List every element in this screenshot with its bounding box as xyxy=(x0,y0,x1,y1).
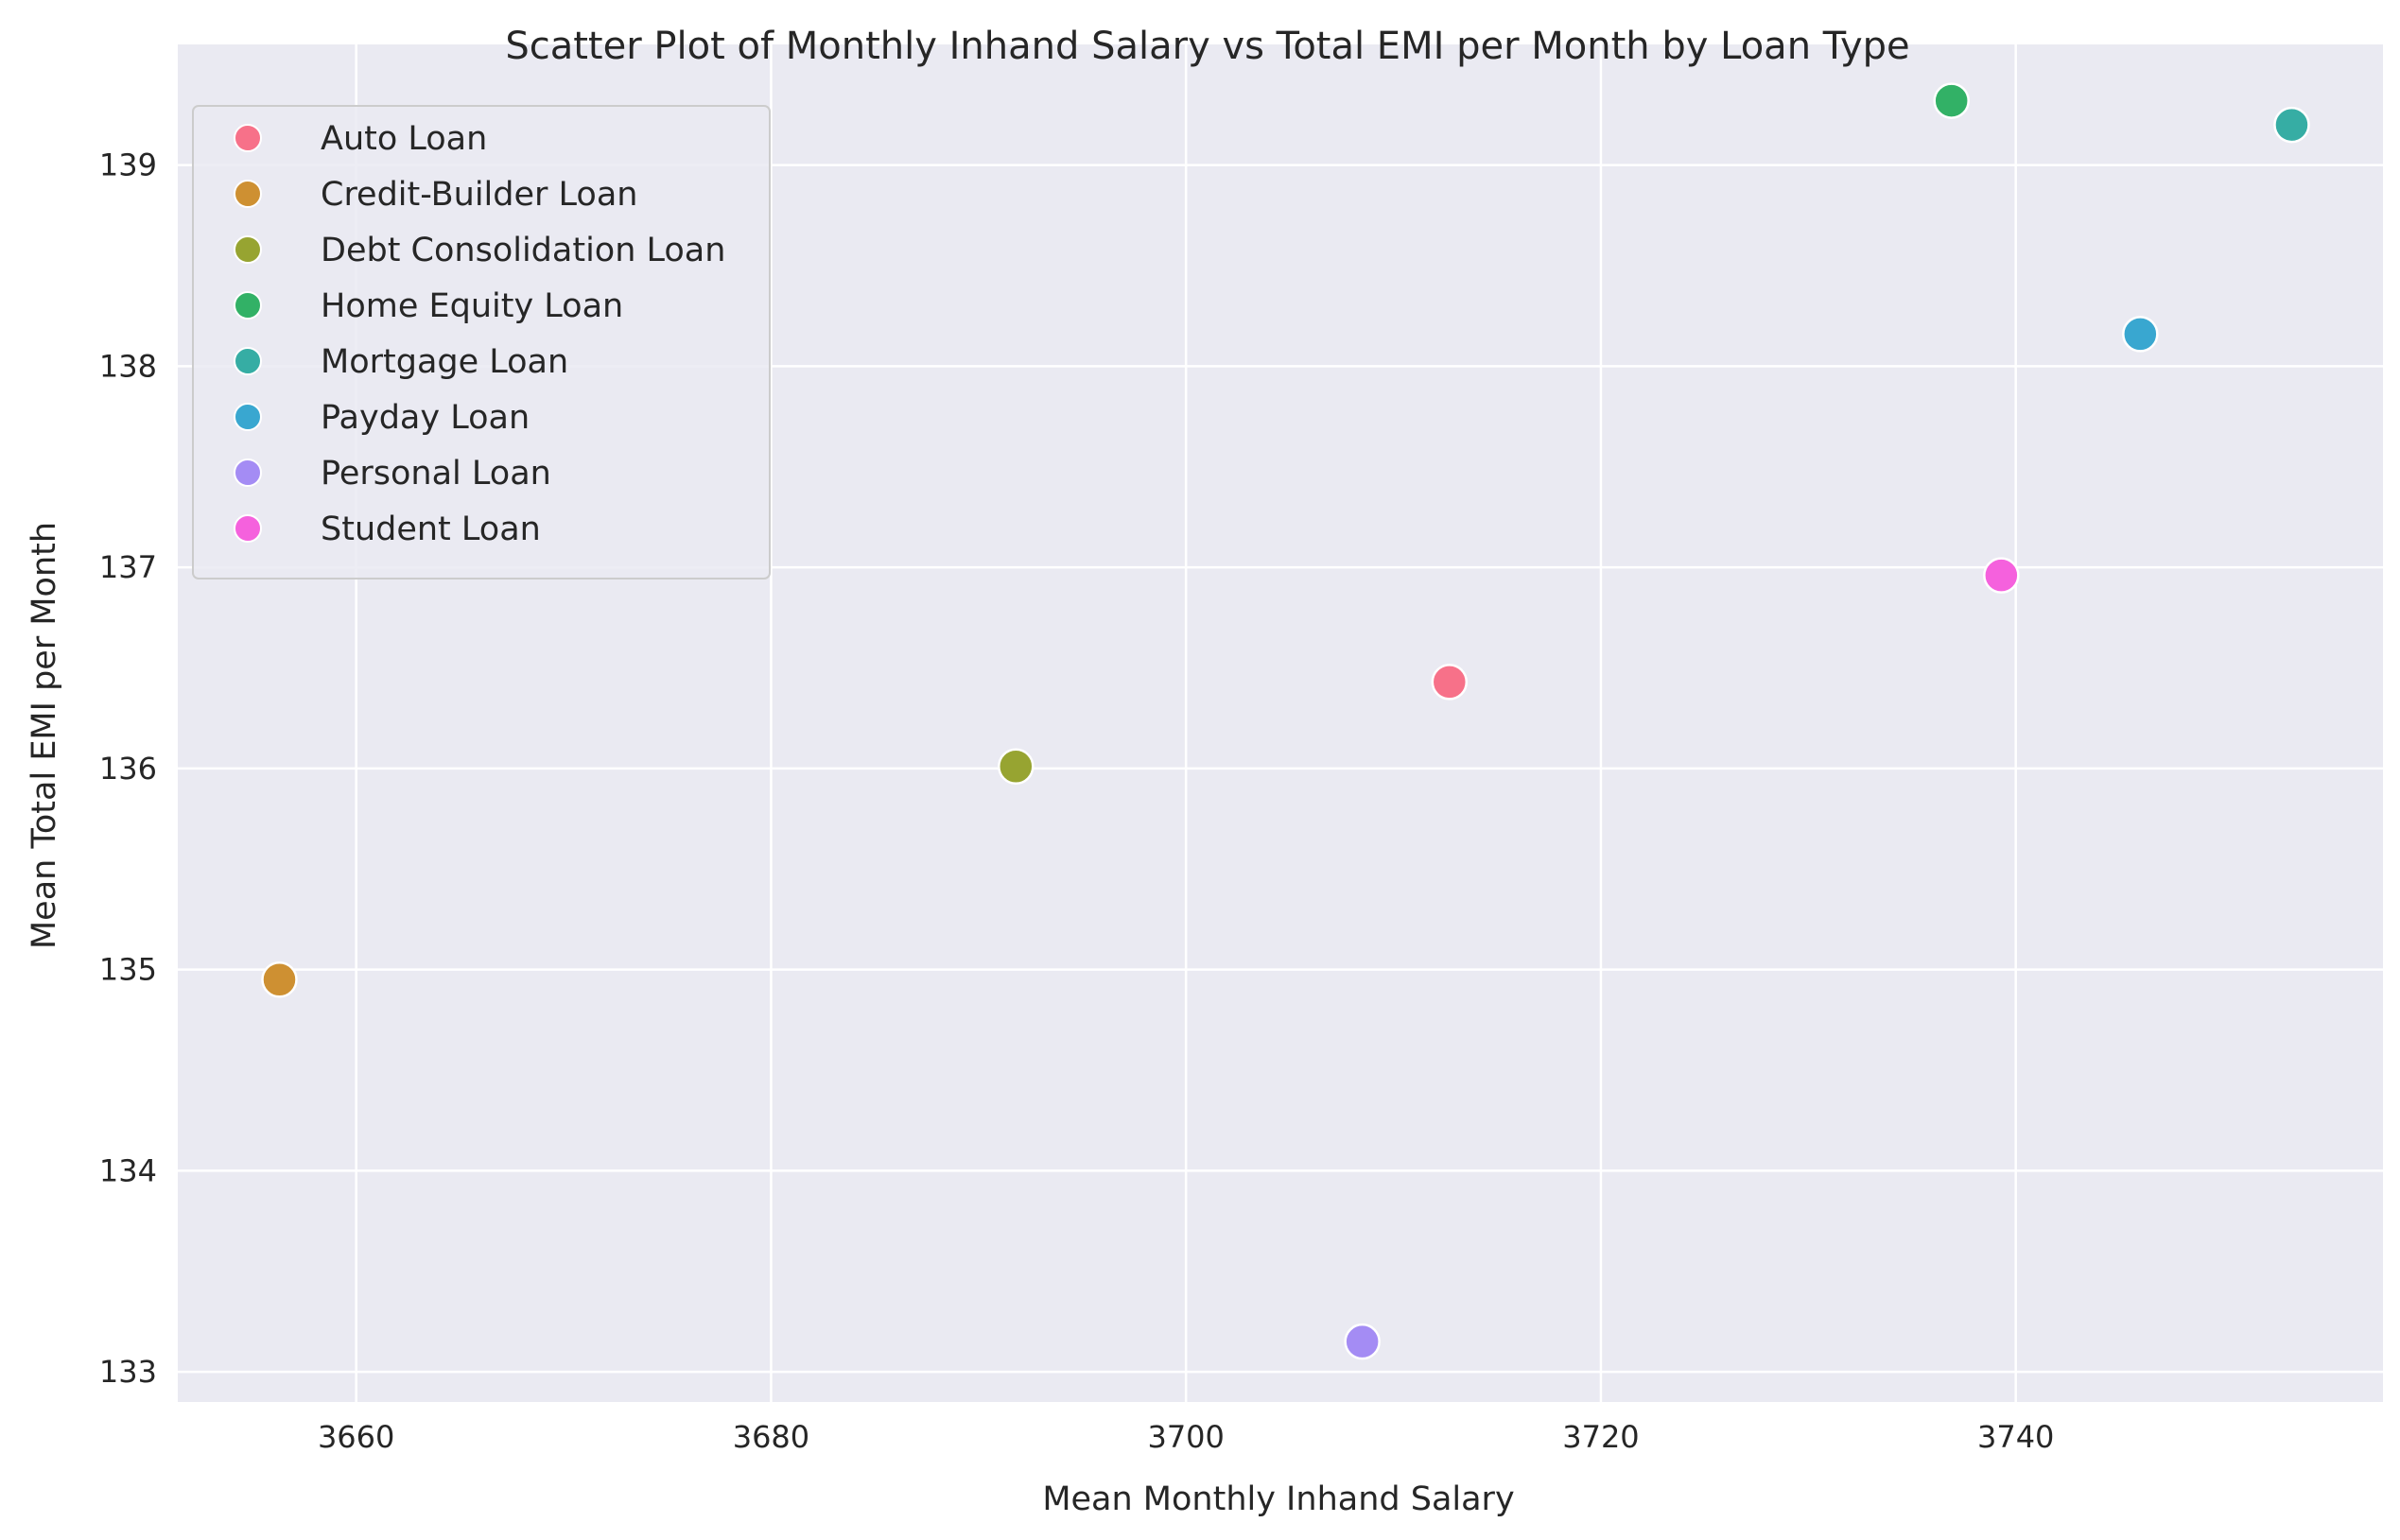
data-point-credit-builder-loan xyxy=(261,960,298,998)
legend-box xyxy=(192,105,771,580)
grid-lines xyxy=(178,44,2383,1402)
legend-label-student-loan: Student Loan xyxy=(321,510,541,548)
legend-marker-home-equity-loan xyxy=(234,291,262,320)
y-tick-label: 136 xyxy=(99,751,157,787)
legend-marker-credit-builder-loan xyxy=(234,180,262,208)
y-tick-label: 133 xyxy=(99,1354,157,1390)
legend-label-home-equity-loan: Home Equity Loan xyxy=(321,287,623,325)
legend-label-auto-loan: Auto Loan xyxy=(321,120,487,158)
legend-label-credit-builder-loan: Credit-Builder Loan xyxy=(321,176,637,214)
legend-label-payday-loan: Payday Loan xyxy=(321,399,530,437)
x-axis-label: Mean Monthly Inhand Salary xyxy=(1042,1480,1514,1518)
legend-label-mortgage-loan: Mortgage Loan xyxy=(321,343,568,381)
y-tick-label: 138 xyxy=(99,348,157,384)
y-tick-label: 135 xyxy=(99,952,157,988)
y-tick-label: 139 xyxy=(99,147,157,183)
legend-marker-mortgage-loan xyxy=(234,347,262,375)
data-point-auto-loan xyxy=(1431,664,1469,701)
data-point-mortgage-loan xyxy=(2273,106,2310,144)
tick-labels: 3660 3680 3700 3720 3740 133 134 135 136 137 138 13… xyxy=(99,147,2054,1455)
legend-marker-auto-loan xyxy=(234,124,262,152)
x-tick-label: 3740 xyxy=(1977,1419,2054,1455)
legend-marker-payday-loan xyxy=(234,403,262,431)
legend-label-personal-loan: Personal Loan xyxy=(321,455,551,493)
data-point-student-loan xyxy=(1983,557,2020,594)
x-tick-label: 3720 xyxy=(1562,1419,1639,1455)
y-axis-label: Mean Total EMI per Month xyxy=(26,522,63,949)
x-tick-label: 3660 xyxy=(318,1419,394,1455)
x-tick-label: 3700 xyxy=(1147,1419,1224,1455)
y-tick-label: 137 xyxy=(99,549,157,585)
legend-label-debt-consolidation-loan: Debt Consolidation Loan xyxy=(321,232,725,269)
data-points xyxy=(261,82,2310,1360)
legend-marker-student-loan xyxy=(234,514,262,543)
data-point-payday-loan xyxy=(2122,316,2159,353)
legend-marker-personal-loan xyxy=(234,459,262,487)
data-point-home-equity-loan xyxy=(1933,82,1970,119)
legend-marker-debt-consolidation-loan xyxy=(234,235,262,264)
y-tick-label: 134 xyxy=(99,1152,157,1188)
x-tick-label: 3680 xyxy=(733,1419,809,1455)
chart-title: Scatter Plot of Monthly Inhand Salary vs… xyxy=(505,25,1909,68)
legend: Auto Loan Credit-Builder Loan Debt Consoli… xyxy=(192,105,771,580)
data-point-debt-consolidation-loan xyxy=(998,748,1035,785)
data-point-personal-loan xyxy=(1344,1323,1381,1360)
